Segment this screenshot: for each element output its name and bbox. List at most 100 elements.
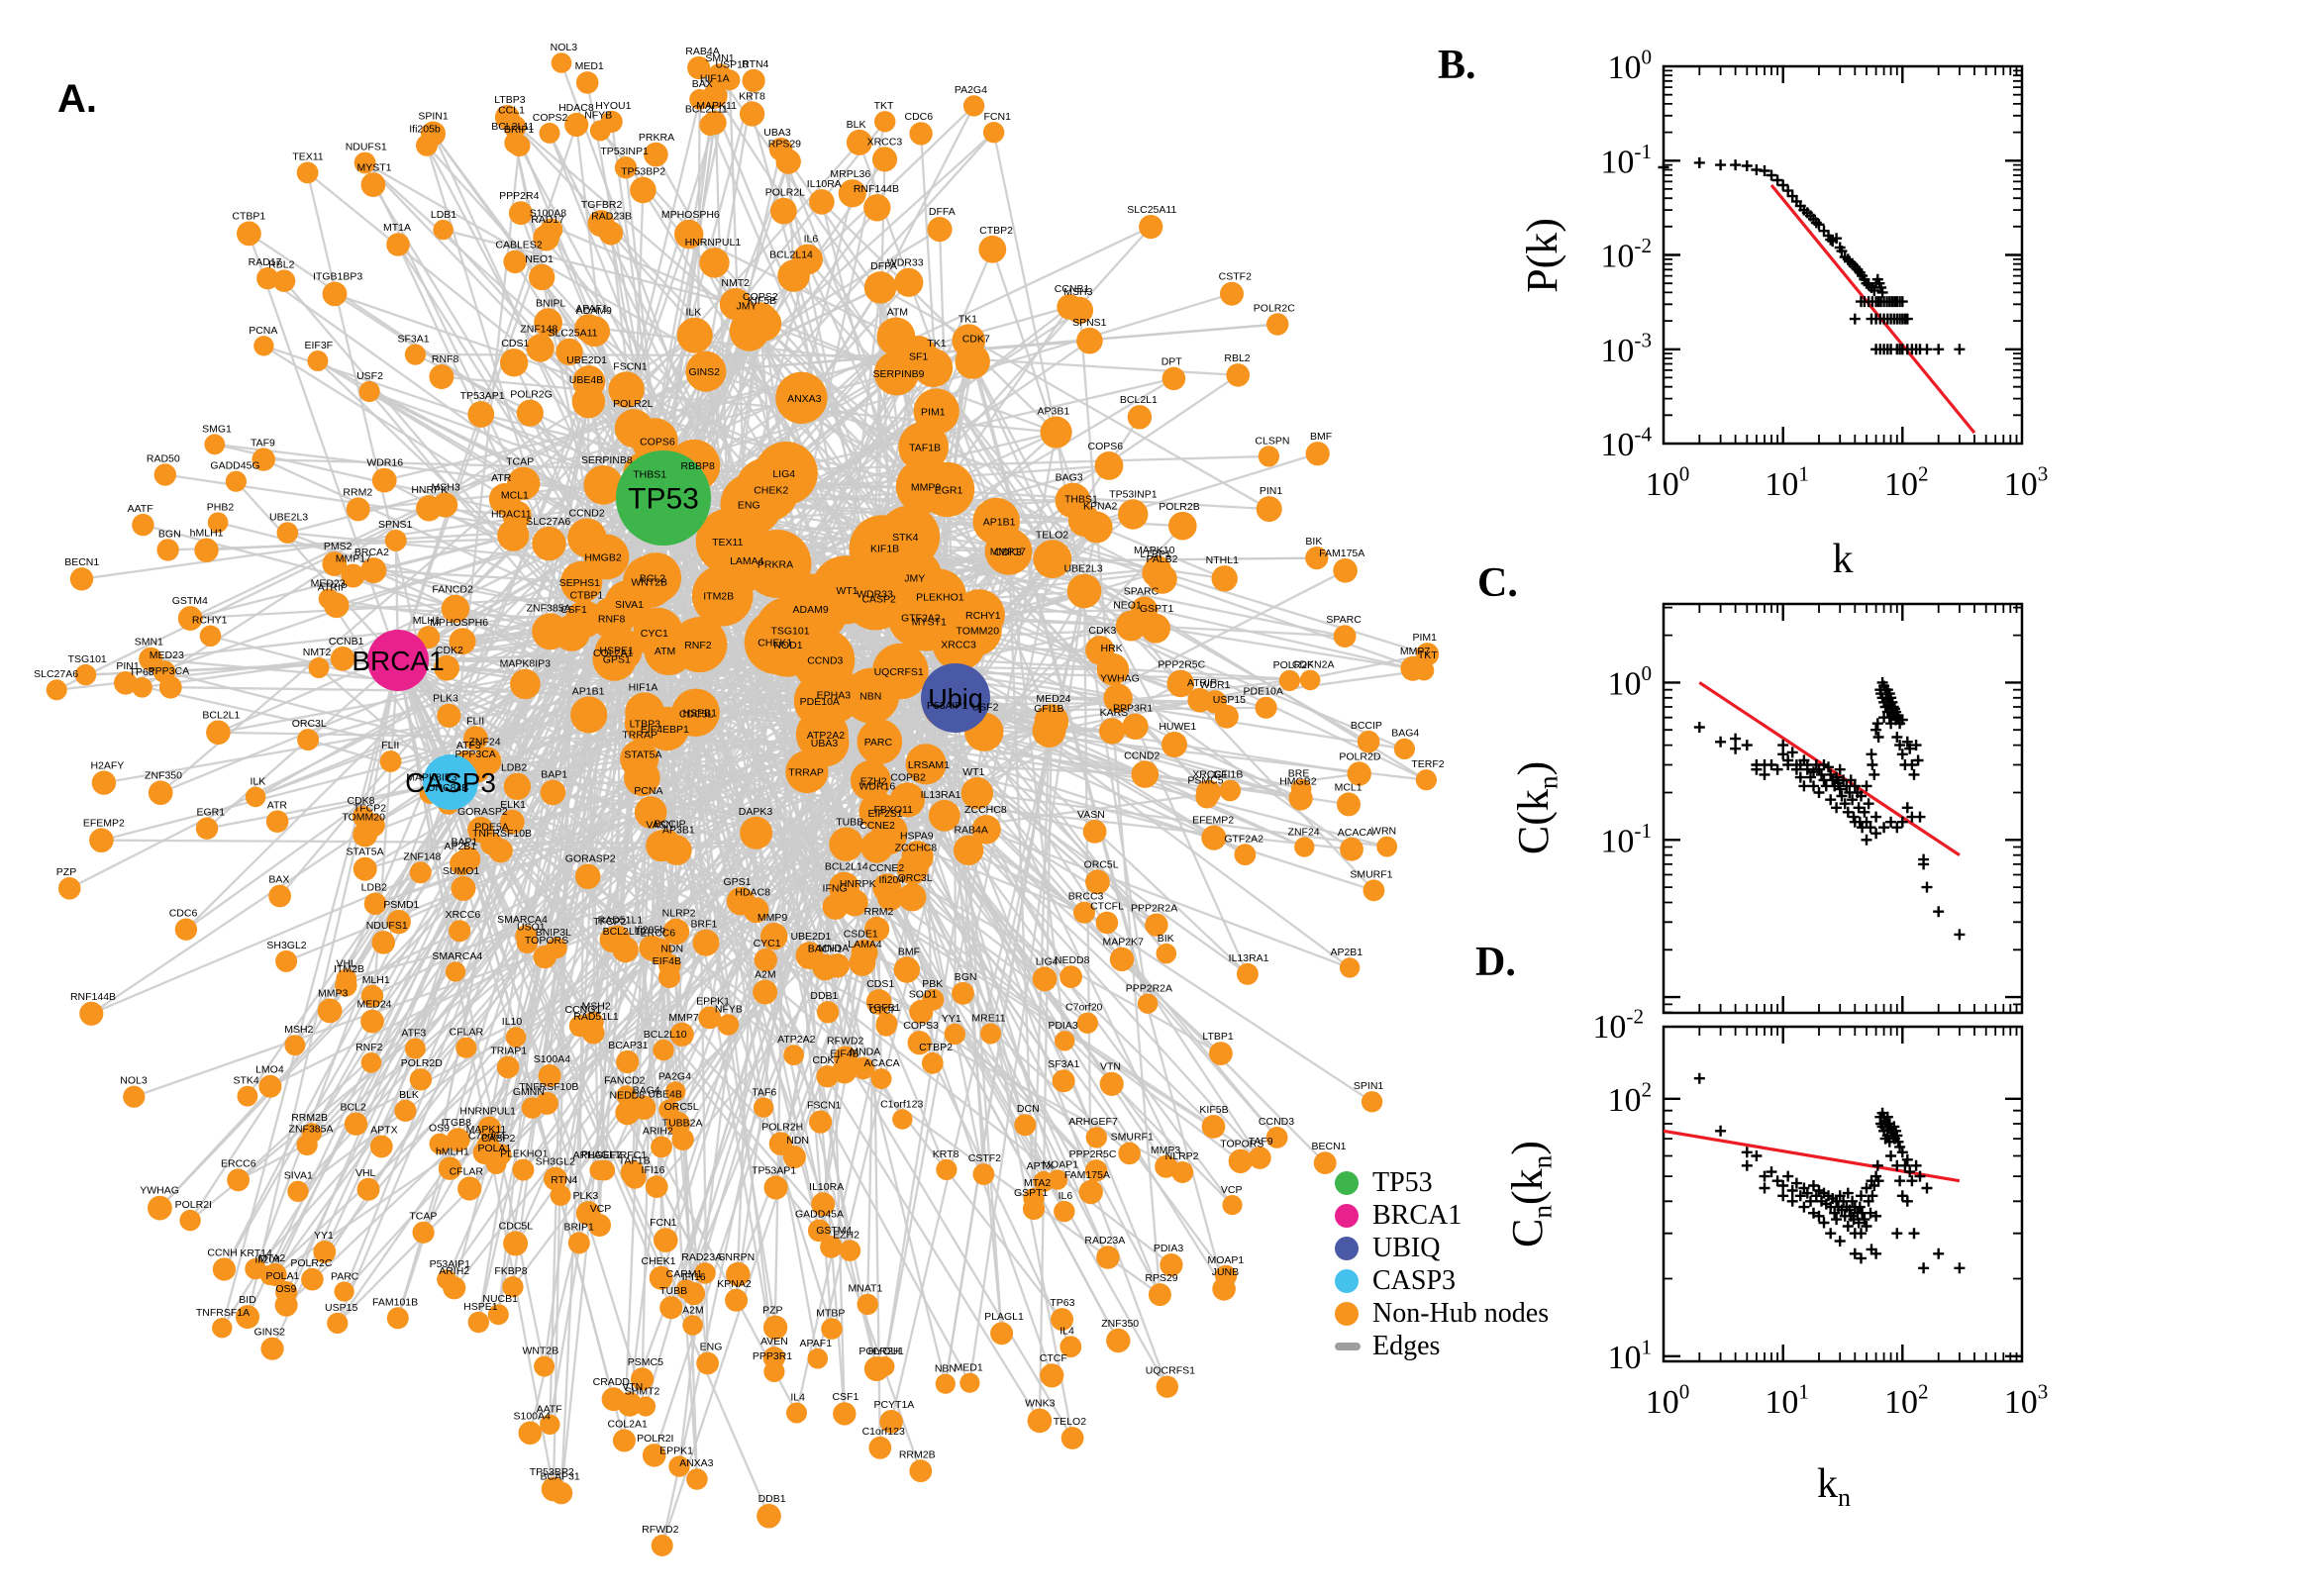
gene-label: BGN xyxy=(158,528,181,540)
non-hub-node xyxy=(1278,669,1300,692)
gene-label: HSPE1 xyxy=(599,645,634,656)
gene-label: ATRIP xyxy=(318,582,348,594)
non-hub-node xyxy=(829,827,863,861)
gene-label: SF1 xyxy=(909,350,928,362)
gene-label: TKT xyxy=(1418,649,1438,661)
gene-label: JMY xyxy=(904,573,925,585)
non-hub-node xyxy=(89,828,114,852)
gene-label: TFCP2 xyxy=(354,802,386,814)
gene-label: CDS1 xyxy=(501,338,529,349)
non-hub-node xyxy=(317,998,343,1024)
gene-label: PLEKHO1 xyxy=(916,591,964,603)
non-hub-node xyxy=(494,105,520,130)
non-hub-node xyxy=(1078,1179,1103,1205)
non-hub-node xyxy=(909,999,934,1024)
non-hub-node xyxy=(313,1241,337,1263)
gene-label: KIF1B xyxy=(870,544,899,555)
gene-label: CCNH xyxy=(207,1247,237,1258)
non-hub-node xyxy=(409,861,432,884)
gene-label: GADD45A xyxy=(795,1209,844,1221)
non-hub-node xyxy=(616,1085,637,1106)
gene-label: SPNS1 xyxy=(378,519,413,531)
gene-label: TSG101 xyxy=(770,625,809,637)
gene-label: CASP2 xyxy=(861,594,896,606)
non-hub-node xyxy=(807,1219,831,1243)
gene-label: TGFB1 xyxy=(867,1002,901,1014)
gene-label: EIF4B xyxy=(653,955,681,967)
gene-label: BAX xyxy=(692,78,713,90)
gene-label: CDC6 xyxy=(169,907,198,919)
gene-label: RCHY1 xyxy=(192,615,228,627)
gene-label: APTX xyxy=(1027,1160,1054,1172)
non-hub-node xyxy=(518,1421,543,1446)
non-hub-node xyxy=(1187,687,1212,713)
non-hub-node xyxy=(762,1315,788,1341)
gene-label: COL2A1 xyxy=(593,648,633,659)
non-hub-node xyxy=(768,138,793,161)
gene-label: PCNA xyxy=(634,785,662,797)
gene-label: HMGB2 xyxy=(584,552,622,564)
gene-label: BAG4 xyxy=(1391,728,1419,740)
non-hub-node xyxy=(1055,1031,1075,1051)
gene-label: COPB2 xyxy=(890,771,926,783)
axis-title: P(k) xyxy=(1518,218,1566,293)
non-hub-node xyxy=(540,1414,560,1436)
non-hub-node xyxy=(526,334,555,362)
gene-label: SPNS1 xyxy=(1072,317,1107,329)
gene-label: AP3B1 xyxy=(1038,406,1070,418)
non-hub-node xyxy=(177,606,203,631)
non-hub-node xyxy=(676,317,713,353)
minor-ticks xyxy=(1664,604,2022,1014)
non-hub-node xyxy=(174,918,198,941)
non-hub-node xyxy=(592,637,637,681)
non-hub-node xyxy=(594,1159,616,1181)
gene-label: EGR1 xyxy=(935,484,963,496)
tick-label: 101 xyxy=(1765,462,1809,503)
gene-label: ATM xyxy=(655,646,675,657)
gene-label: CLSPN xyxy=(1255,435,1289,447)
gene-label: PALB2 xyxy=(1147,553,1178,565)
gene-label: ORC5L xyxy=(1084,858,1119,870)
gene-label: CCND2 xyxy=(569,508,605,520)
non-hub-node xyxy=(740,101,765,127)
non-hub-node xyxy=(1162,366,1186,391)
non-hub-node xyxy=(308,657,330,678)
non-hub-node xyxy=(1076,1012,1099,1034)
non-hub-node xyxy=(1226,363,1250,387)
non-hub-node xyxy=(503,249,527,274)
gene-label: PLAGL1 xyxy=(581,1149,621,1161)
gene-label: CTCF xyxy=(1040,1352,1067,1364)
non-hub-node xyxy=(846,129,872,155)
non-hub-node xyxy=(719,288,753,321)
gene-label: EZH2 xyxy=(860,775,887,787)
legend-label: UBIQ xyxy=(1372,1232,1441,1263)
non-hub-node xyxy=(1195,779,1222,805)
tick-label: 10-2 xyxy=(1592,1005,1644,1046)
non-hub-node xyxy=(327,1312,349,1334)
gene-label: AP2B1 xyxy=(444,841,476,852)
non-hub-node xyxy=(334,1281,354,1302)
non-hub-node xyxy=(1266,313,1289,336)
gene-label: PCYT1A xyxy=(873,1399,914,1411)
gene-label: HSPA9 xyxy=(900,830,934,842)
gene-label: NBN xyxy=(935,1363,957,1375)
tick-label: 100 xyxy=(1646,1380,1690,1421)
gene-label: hMLH1 xyxy=(436,1147,469,1158)
gene-label: EPHA3 xyxy=(817,690,852,702)
non-hub-node xyxy=(1201,1115,1226,1139)
non-hub-node xyxy=(1096,652,1130,686)
non-hub-node xyxy=(980,1023,1001,1045)
non-hub-node xyxy=(820,1236,843,1258)
gene-label: LRSAM1 xyxy=(908,759,950,771)
non-hub-node xyxy=(928,799,960,832)
gene-label: TELO2 xyxy=(1036,529,1068,541)
non-hub-node xyxy=(346,497,370,522)
gene-label: CYC1 xyxy=(641,628,668,640)
non-hub-node xyxy=(46,679,67,701)
gene-label: TP53INP1 xyxy=(600,146,649,157)
tick-label: 101 xyxy=(1765,1380,1809,1421)
non-hub-node xyxy=(451,875,476,901)
non-hub-node xyxy=(275,1281,298,1304)
gene-label: HNRNPUL1 xyxy=(685,237,742,249)
non-hub-node xyxy=(1054,1200,1075,1223)
